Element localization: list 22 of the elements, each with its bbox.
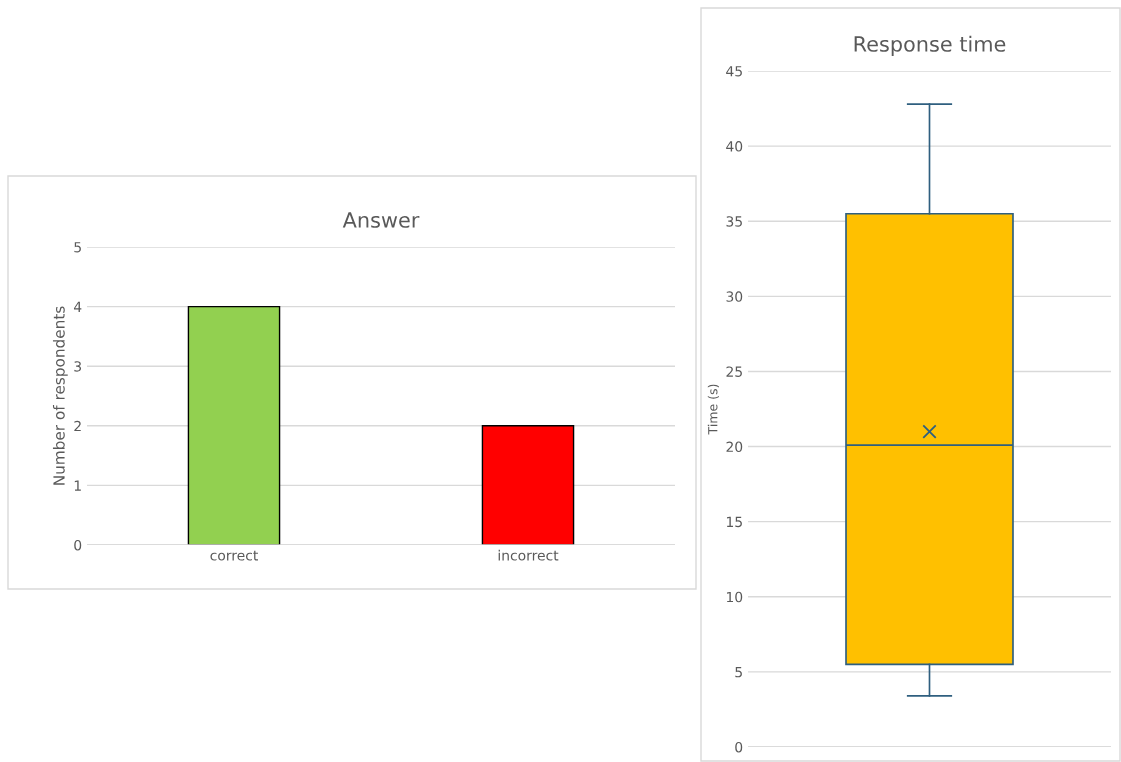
y-axis-title: Number of respondents [52,306,68,485]
y-tick-label: 10 [726,591,743,603]
y-tick-label: 45 [726,66,742,77]
x-tick-label: correct [210,550,258,561]
y-tick-label: 30 [726,291,743,302]
chart-title: Response time [854,35,1006,56]
y-tick-label: 35 [726,216,742,227]
y-tick-label: 2 [74,420,81,432]
y-tick-label: 3 [74,361,82,372]
y-tick-label: 4 [73,301,82,312]
y-tick-label: 5 [735,667,742,678]
y-tick-label: 20 [726,441,743,453]
y-tick-label: 0 [74,539,82,551]
y-tick-label: 0 [735,741,743,753]
y-tick-label: 25 [726,366,742,377]
y-axis-title: Time (s) [707,384,719,435]
chart-title: Answer [342,212,420,228]
y-tick-label: 15 [726,516,742,528]
x-tick-label: incorrect [498,549,559,561]
y-tick-label: 5 [74,242,81,253]
y-tick-label: 40 [726,141,743,152]
y-tick-label: 1 [74,480,81,491]
